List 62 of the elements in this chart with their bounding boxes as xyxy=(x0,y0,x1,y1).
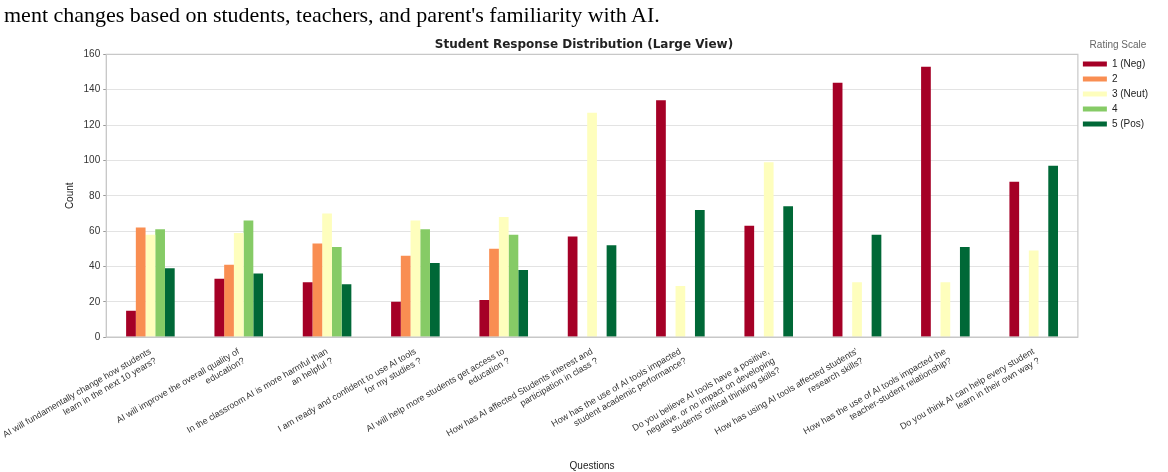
bar xyxy=(429,262,440,337)
bar xyxy=(302,282,313,337)
bar xyxy=(145,234,156,337)
bar xyxy=(410,220,421,337)
bar xyxy=(1009,181,1020,337)
legend-label: 3 (Neut) xyxy=(1111,87,1148,99)
legend-label: 4 xyxy=(1111,102,1118,114)
chart-title: Student Response Distribution (Large View) xyxy=(434,37,734,52)
bar xyxy=(656,100,666,337)
bar xyxy=(233,232,244,337)
bar xyxy=(940,282,951,337)
y-tick-label: 0 xyxy=(94,330,101,342)
y-tick-label: 20 xyxy=(89,295,101,307)
legend-label: 1 (Neg) xyxy=(1111,57,1146,69)
legend-label: 5 (Pos) xyxy=(1111,117,1145,129)
y-tick-label: 120 xyxy=(83,118,101,130)
bar xyxy=(694,209,705,337)
legend-label: 2 xyxy=(1111,72,1118,84)
bar xyxy=(567,236,578,337)
bar xyxy=(420,229,430,337)
bar xyxy=(341,284,352,337)
bar xyxy=(508,234,519,337)
bar xyxy=(852,282,862,337)
y-tick-label: 100 xyxy=(83,154,101,166)
y-tick-label: 160 xyxy=(83,48,101,60)
bar xyxy=(224,264,234,337)
bar xyxy=(1048,165,1058,337)
bar xyxy=(155,229,165,337)
y-tick-label: 40 xyxy=(89,260,101,272)
bar xyxy=(164,268,175,337)
bar xyxy=(126,310,136,337)
bar xyxy=(783,206,794,337)
bar xyxy=(214,278,225,337)
bar xyxy=(959,247,970,337)
bar xyxy=(135,227,146,337)
bar xyxy=(763,162,774,337)
legend-title: Rating Scale xyxy=(1089,38,1147,50)
bar xyxy=(1028,250,1039,337)
y-tick-label: 60 xyxy=(89,224,101,236)
bar xyxy=(921,66,931,337)
bar xyxy=(518,269,529,337)
bar xyxy=(400,255,411,337)
bar xyxy=(587,112,597,337)
bar xyxy=(606,245,617,337)
bar xyxy=(675,285,686,337)
bar xyxy=(243,220,254,337)
text: ment changes based on students, teachers, and parent's familiarity with AI. xyxy=(4,2,660,28)
bar xyxy=(498,216,509,337)
bar xyxy=(744,225,755,337)
bar xyxy=(479,300,490,337)
bar xyxy=(489,248,499,337)
bar xyxy=(871,234,882,337)
y-axis-title: Count xyxy=(64,182,76,210)
x-axis-title: Questions xyxy=(569,459,615,471)
y-tick-label: 80 xyxy=(89,189,101,201)
bar xyxy=(322,213,332,337)
bar xyxy=(391,301,401,337)
bar xyxy=(331,247,342,337)
y-tick-label: 140 xyxy=(83,83,101,95)
bar xyxy=(832,82,843,337)
bar xyxy=(312,243,323,337)
bar xyxy=(253,273,264,337)
